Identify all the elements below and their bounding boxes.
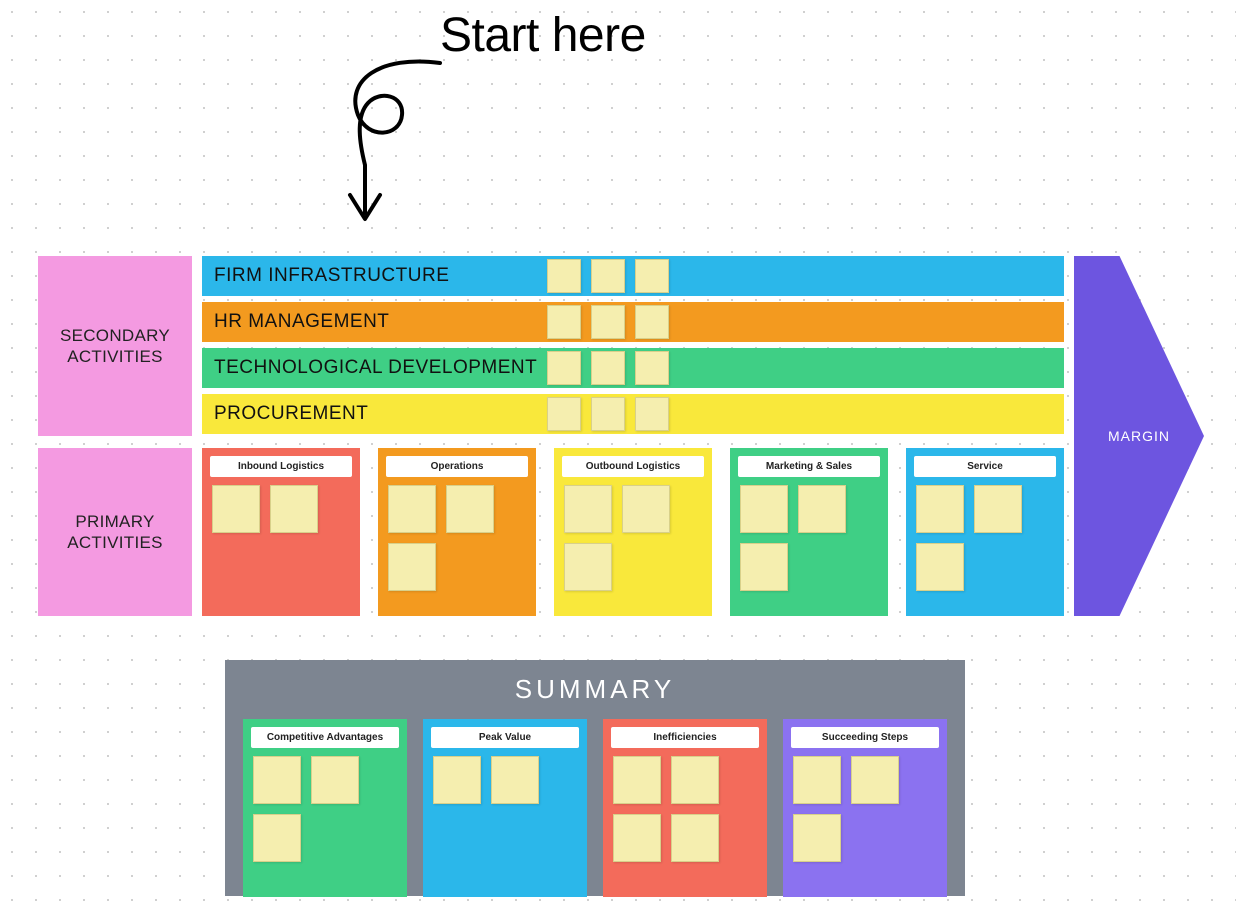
sticky-note[interactable] bbox=[798, 485, 846, 533]
sticky-note[interactable] bbox=[916, 543, 964, 591]
margin-arrow: MARGIN bbox=[1074, 256, 1204, 616]
sticky-note[interactable] bbox=[974, 485, 1022, 533]
sticky-note[interactable] bbox=[635, 397, 669, 431]
primary-card: Operations bbox=[378, 448, 536, 616]
sticky-note[interactable] bbox=[622, 485, 670, 533]
sticky-note[interactable] bbox=[547, 259, 581, 293]
sticky-note[interactable] bbox=[433, 756, 481, 804]
secondary-row-label: HR MANAGEMENT bbox=[214, 311, 389, 333]
primary-card-stickies bbox=[386, 485, 528, 591]
primary-activities-text: PRIMARY ACTIVITIES bbox=[67, 511, 163, 554]
sticky-note[interactable] bbox=[547, 397, 581, 431]
sticky-note[interactable] bbox=[671, 756, 719, 804]
secondary-row-stickies bbox=[547, 305, 669, 339]
summary-card-title: Succeeding Steps bbox=[791, 727, 939, 748]
primary-activities-label: PRIMARY ACTIVITIES bbox=[38, 448, 192, 616]
secondary-row-stickies bbox=[547, 259, 669, 293]
sticky-note[interactable] bbox=[212, 485, 260, 533]
primary-card-stickies bbox=[914, 485, 1056, 591]
primary-card: Outbound Logistics bbox=[554, 448, 712, 616]
summary-card-stickies bbox=[431, 756, 579, 804]
primary-card-title: Operations bbox=[386, 456, 528, 477]
diagram-canvas: Start here SECONDARY ACTIVITIES FIRM INF… bbox=[0, 0, 1236, 903]
summary-card: Succeeding Steps bbox=[783, 719, 947, 897]
sticky-note[interactable] bbox=[388, 485, 436, 533]
start-here-arrow-icon bbox=[310, 45, 460, 235]
summary-card-title: Peak Value bbox=[431, 727, 579, 748]
sticky-note[interactable] bbox=[547, 305, 581, 339]
sticky-note[interactable] bbox=[311, 756, 359, 804]
sticky-note[interactable] bbox=[564, 485, 612, 533]
sticky-note[interactable] bbox=[591, 305, 625, 339]
summary-panel: SUMMARY Competitive Advantages Peak Value… bbox=[225, 660, 965, 896]
sticky-note[interactable] bbox=[635, 351, 669, 385]
secondary-activities-label: SECONDARY ACTIVITIES bbox=[38, 256, 192, 436]
sticky-note[interactable] bbox=[793, 814, 841, 862]
sticky-note[interactable] bbox=[613, 814, 661, 862]
sticky-note[interactable] bbox=[613, 756, 661, 804]
sticky-note[interactable] bbox=[253, 814, 301, 862]
primary-card-title: Service bbox=[914, 456, 1056, 477]
summary-card-stickies bbox=[251, 756, 399, 862]
sticky-note[interactable] bbox=[270, 485, 318, 533]
primary-card-stickies bbox=[738, 485, 880, 591]
primary-card-stickies bbox=[562, 485, 704, 591]
primary-card-title: Marketing & Sales bbox=[738, 456, 880, 477]
sticky-note[interactable] bbox=[793, 756, 841, 804]
summary-card-stickies bbox=[611, 756, 759, 862]
sticky-note[interactable] bbox=[547, 351, 581, 385]
sticky-note[interactable] bbox=[671, 814, 719, 862]
sticky-note[interactable] bbox=[388, 543, 436, 591]
secondary-row: PROCUREMENT bbox=[202, 394, 1064, 434]
summary-card-title: Inefficiencies bbox=[611, 727, 759, 748]
summary-card-stickies bbox=[791, 756, 939, 862]
primary-card: Service bbox=[906, 448, 1064, 616]
summary-title: SUMMARY bbox=[243, 674, 947, 705]
sticky-note[interactable] bbox=[591, 351, 625, 385]
primary-card: Inbound Logistics bbox=[202, 448, 360, 616]
primary-card-stickies bbox=[210, 485, 352, 533]
start-here-label: Start here bbox=[440, 8, 646, 63]
summary-cards: Competitive Advantages Peak Value Ineffici… bbox=[243, 719, 947, 897]
sticky-note[interactable] bbox=[740, 543, 788, 591]
sticky-note[interactable] bbox=[564, 543, 612, 591]
secondary-activities-text: SECONDARY ACTIVITIES bbox=[60, 325, 170, 368]
margin-label: MARGIN bbox=[1108, 428, 1170, 444]
sticky-note[interactable] bbox=[916, 485, 964, 533]
secondary-row-label: PROCUREMENT bbox=[214, 403, 368, 425]
secondary-row-label: TECHNOLOGICAL DEVELOPMENT bbox=[214, 357, 537, 379]
sticky-note[interactable] bbox=[851, 756, 899, 804]
summary-card: Inefficiencies bbox=[603, 719, 767, 897]
secondary-row: TECHNOLOGICAL DEVELOPMENT bbox=[202, 348, 1064, 388]
sticky-note[interactable] bbox=[591, 397, 625, 431]
secondary-row-stickies bbox=[547, 351, 669, 385]
sticky-note[interactable] bbox=[253, 756, 301, 804]
secondary-row: HR MANAGEMENT bbox=[202, 302, 1064, 342]
sticky-note[interactable] bbox=[591, 259, 625, 293]
summary-card: Competitive Advantages bbox=[243, 719, 407, 897]
primary-card: Marketing & Sales bbox=[730, 448, 888, 616]
sticky-note[interactable] bbox=[446, 485, 494, 533]
primary-card-title: Inbound Logistics bbox=[210, 456, 352, 477]
summary-card-title: Competitive Advantages bbox=[251, 727, 399, 748]
sticky-note[interactable] bbox=[635, 305, 669, 339]
summary-card: Peak Value bbox=[423, 719, 587, 897]
secondary-row-stickies bbox=[547, 397, 669, 431]
sticky-note[interactable] bbox=[740, 485, 788, 533]
sticky-note[interactable] bbox=[491, 756, 539, 804]
secondary-row: FIRM INFRASTRUCTURE bbox=[202, 256, 1064, 296]
primary-card-title: Outbound Logistics bbox=[562, 456, 704, 477]
sticky-note[interactable] bbox=[635, 259, 669, 293]
secondary-row-label: FIRM INFRASTRUCTURE bbox=[214, 265, 449, 287]
